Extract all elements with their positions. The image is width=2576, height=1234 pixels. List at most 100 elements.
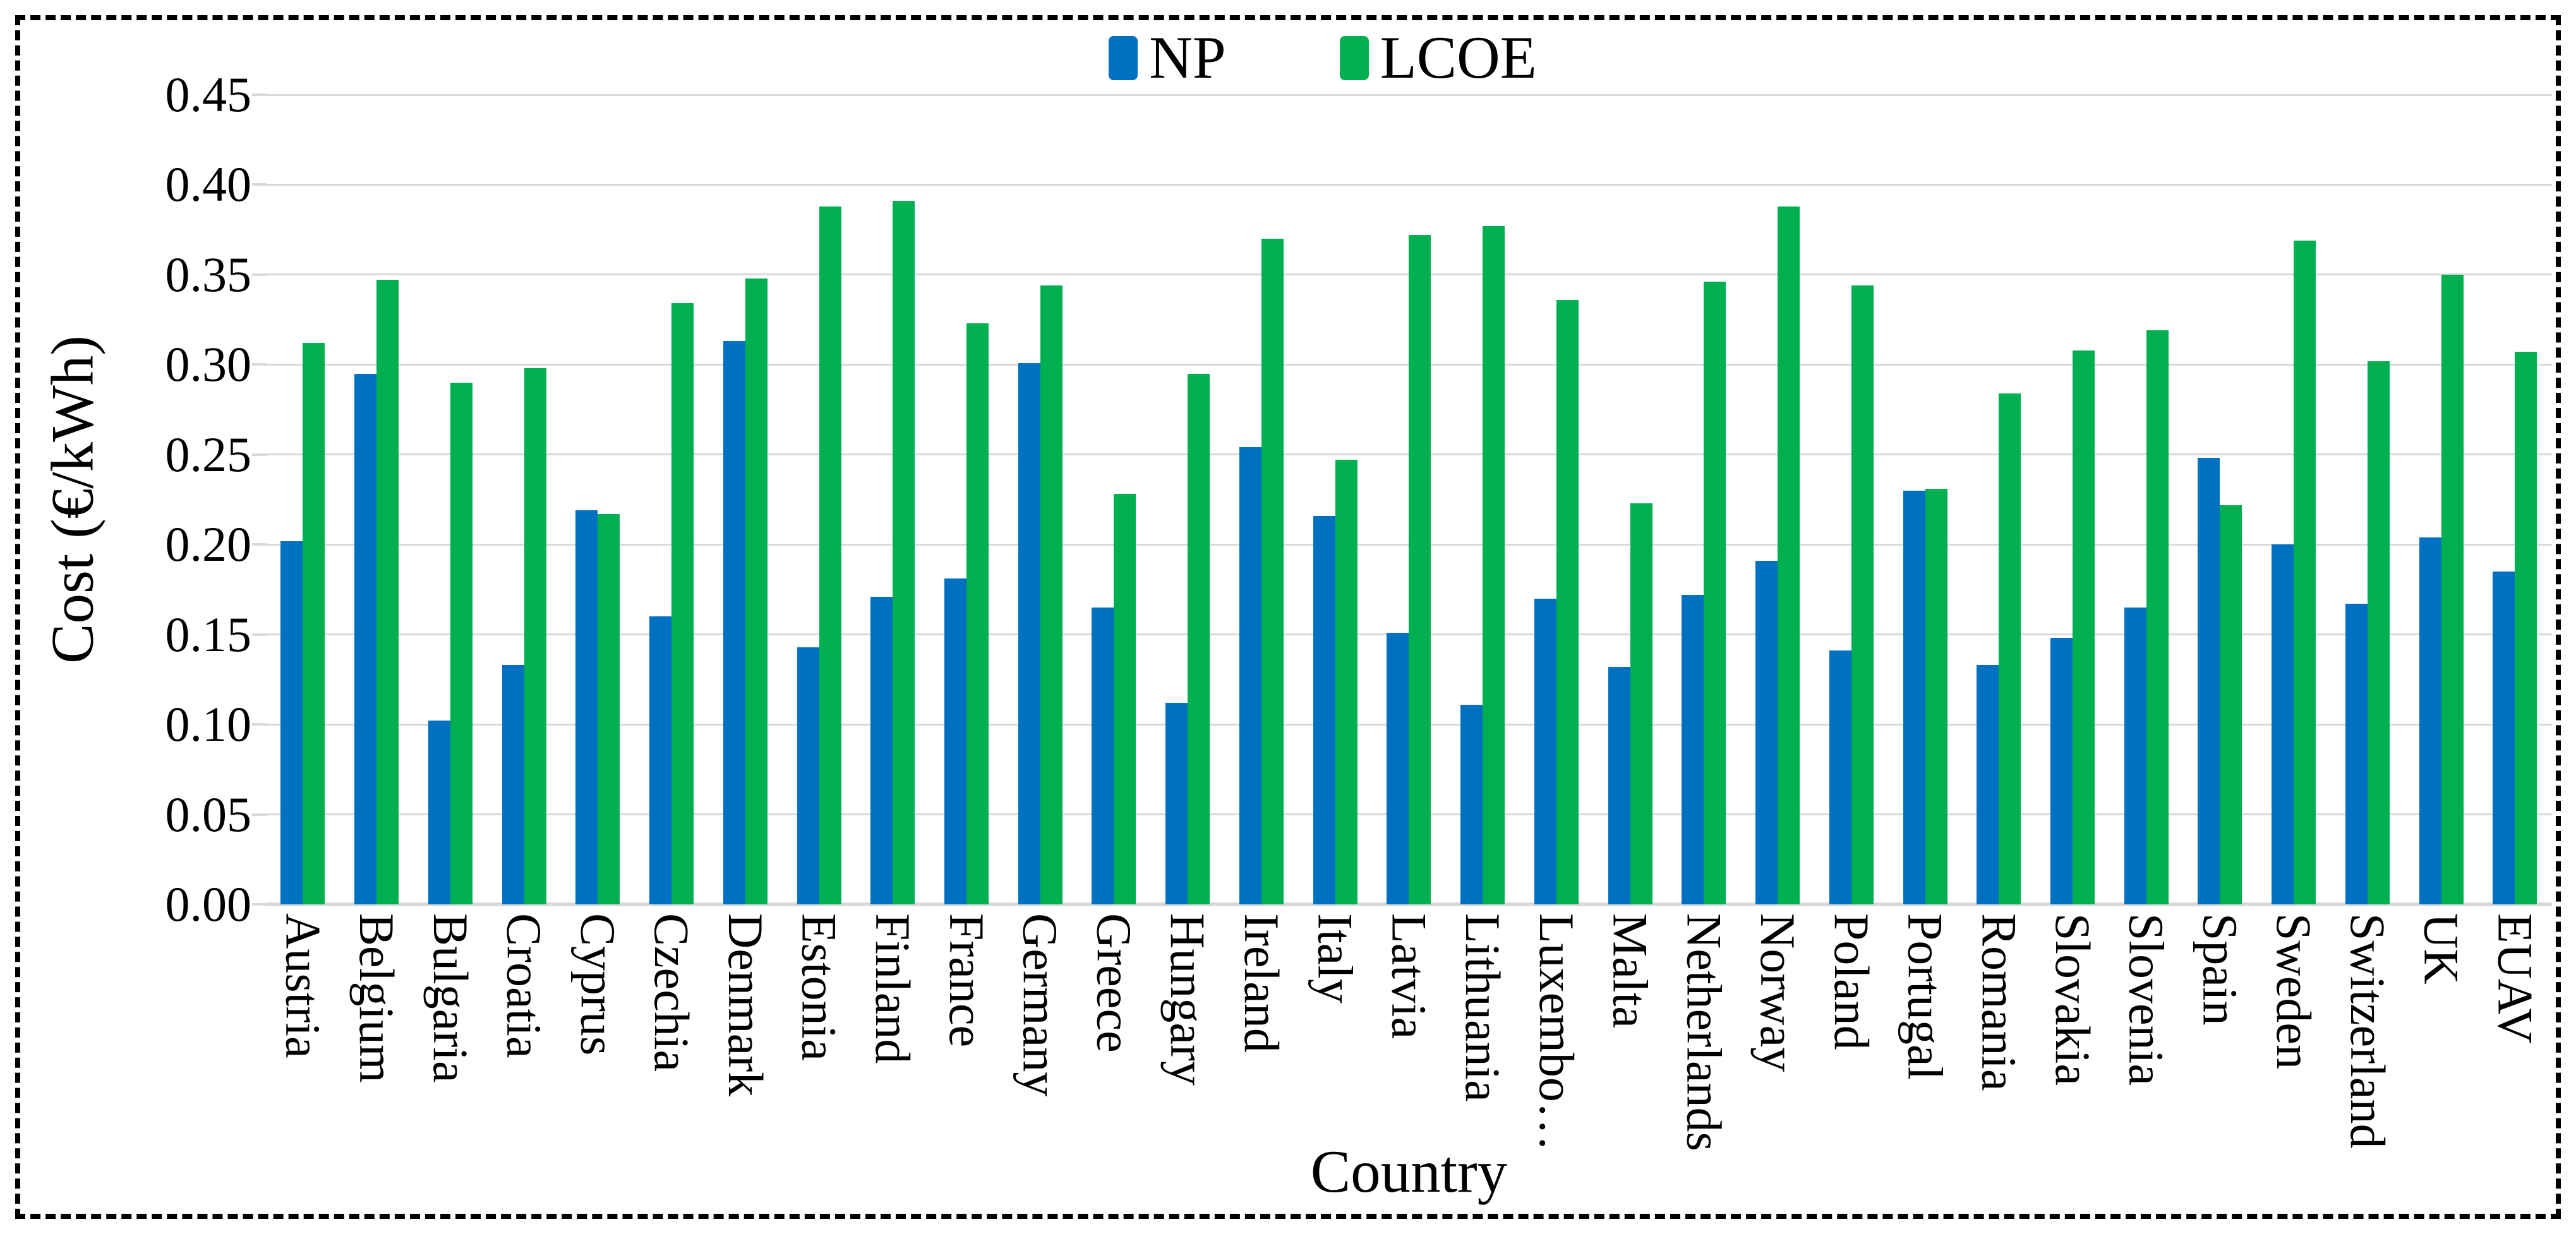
bar-lcoe-hungary <box>1188 373 1210 904</box>
bar-lcoe-bulgaria <box>450 382 472 904</box>
x-label-portugal: Portugal <box>1898 913 1953 1081</box>
bar-group-latvia <box>1372 95 1446 904</box>
bar-np-malta <box>1608 666 1630 904</box>
bar-np-czechia <box>649 616 672 904</box>
x-label-cell-finland: Finland <box>856 913 930 1185</box>
x-label-denmark: Denmark <box>718 913 773 1097</box>
bar-np-latvia <box>1387 632 1409 904</box>
bar-group-czechia <box>635 95 709 904</box>
y-tick-label-0.00: 0.00 <box>165 877 252 931</box>
x-label-malta: Malta <box>1603 913 1658 1028</box>
x-label-netherlands: Netherlands <box>1676 913 1732 1151</box>
x-label-spain: Spain <box>2193 913 2248 1026</box>
bar-group-germany <box>1003 95 1077 904</box>
bar-np-greece <box>1092 607 1114 904</box>
bar-lcoe-latvia <box>1409 235 1431 904</box>
bar-np-denmark <box>723 341 745 904</box>
bar-group-switzerland <box>2331 95 2405 904</box>
x-label-cell-croatia: Croatia <box>487 913 561 1185</box>
bar-np-cyprus <box>575 510 598 904</box>
bar-lcoe-malta <box>1630 503 1652 904</box>
gridline-0.45 <box>266 93 2552 96</box>
x-label-greece: Greece <box>1086 913 1142 1053</box>
x-label-italy: Italy <box>1308 913 1363 1003</box>
legend-swatch-lcoe <box>1339 35 1369 80</box>
y-tick-mark-0.05 <box>252 813 267 816</box>
y-tick-mark-0.00 <box>252 903 267 906</box>
bar-group-hungary <box>1151 95 1225 904</box>
legend-label-lcoe: LCOE <box>1380 24 1537 91</box>
bar-group-belgium <box>340 95 414 904</box>
x-label-cell-cyprus: Cyprus <box>561 913 635 1185</box>
x-label-cell-portugal: Portugal <box>1888 913 1962 1185</box>
bar-lcoe-poland <box>1851 285 1874 904</box>
bar-lcoe-estonia <box>819 206 841 904</box>
x-label-luxembo: Luxembo… <box>1529 913 1584 1151</box>
bar-lcoe-spain <box>2220 505 2242 904</box>
y-tick-mark-0.35 <box>252 273 267 276</box>
bar-group-poland <box>1814 95 1888 904</box>
bar-group-france <box>930 95 1004 904</box>
x-label-cell-germany: Germany <box>1003 913 1077 1185</box>
bar-np-germany <box>1018 362 1040 904</box>
bar-np-italy <box>1313 515 1335 904</box>
bar-lcoe-switzerland <box>2367 361 2390 904</box>
legend-label-np: NP <box>1149 24 1226 91</box>
x-label-cell-luxembo: Luxembo… <box>1519 913 1593 1185</box>
bar-lcoe-euav <box>2515 352 2537 904</box>
x-label-cell-slovenia: Slovenia <box>2109 913 2183 1185</box>
bar-lcoe-austria <box>303 343 325 904</box>
bar-np-bulgaria <box>428 721 450 904</box>
bar-np-austria <box>280 541 303 904</box>
y-axis-title: Cost (€/kWh) <box>39 335 106 664</box>
x-label-cell-norway: Norway <box>1741 913 1815 1185</box>
y-tick-label-0.30: 0.30 <box>165 337 252 392</box>
bar-np-sweden <box>2272 544 2294 904</box>
y-tick-label-0.45: 0.45 <box>165 67 252 122</box>
bar-lcoe-denmark <box>745 278 767 904</box>
bar-np-finland <box>870 596 893 904</box>
bar-lcoe-romania <box>1999 393 2021 904</box>
bar-group-denmark <box>708 95 782 904</box>
bar-np-romania <box>1977 665 1999 904</box>
x-label-cell-romania: Romania <box>1962 913 2036 1185</box>
x-label-switzerland: Switzerland <box>2340 913 2395 1149</box>
x-label-bulgaria: Bulgaria <box>423 913 478 1083</box>
bar-np-lithuania <box>1460 704 1483 904</box>
legend-item-np: NP <box>1109 24 1226 91</box>
bar-group-luxembo <box>1519 95 1593 904</box>
bar-group-croatia <box>487 95 561 904</box>
x-label-cell-denmark: Denmark <box>708 913 782 1185</box>
x-label-czechia: Czechia <box>644 913 700 1072</box>
x-label-cell-france: France <box>930 913 1004 1185</box>
bar-np-poland <box>1829 650 1851 904</box>
bar-group-estonia <box>782 95 856 904</box>
bar-group-spain <box>2183 95 2257 904</box>
bar-group-austria <box>266 95 340 904</box>
bars-row <box>266 95 2552 904</box>
x-label-cell-latvia: Latvia <box>1372 913 1446 1185</box>
y-tick-mark-0.30 <box>252 363 267 366</box>
x-label-finland: Finland <box>865 913 921 1064</box>
y-tick-label-0.15: 0.15 <box>165 606 252 662</box>
legend-item-lcoe: LCOE <box>1339 24 1537 91</box>
x-label-austria: Austria <box>275 913 331 1058</box>
gridline-0.40 <box>266 183 2552 186</box>
x-label-croatia: Croatia <box>497 913 552 1058</box>
x-label-cell-czechia: Czechia <box>635 913 709 1185</box>
y-tick-label-0.35: 0.35 <box>165 246 252 302</box>
bar-group-norway <box>1741 95 1815 904</box>
x-label-romania: Romania <box>1971 913 2027 1091</box>
bar-lcoe-slovenia <box>2146 330 2169 904</box>
x-label-cell-slovakia: Slovakia <box>2036 913 2110 1185</box>
plot-area <box>266 93 2552 906</box>
bar-np-france <box>944 578 966 904</box>
x-label-cell-bulgaria: Bulgaria <box>413 913 487 1185</box>
x-label-cell-italy: Italy <box>1298 913 1372 1185</box>
bar-lcoe-netherlands <box>1704 282 1726 904</box>
x-axis-line <box>266 902 2552 906</box>
bar-group-euav <box>2478 95 2552 904</box>
y-tick-mark-0.15 <box>252 633 267 636</box>
legend-swatch-np <box>1109 35 1138 80</box>
